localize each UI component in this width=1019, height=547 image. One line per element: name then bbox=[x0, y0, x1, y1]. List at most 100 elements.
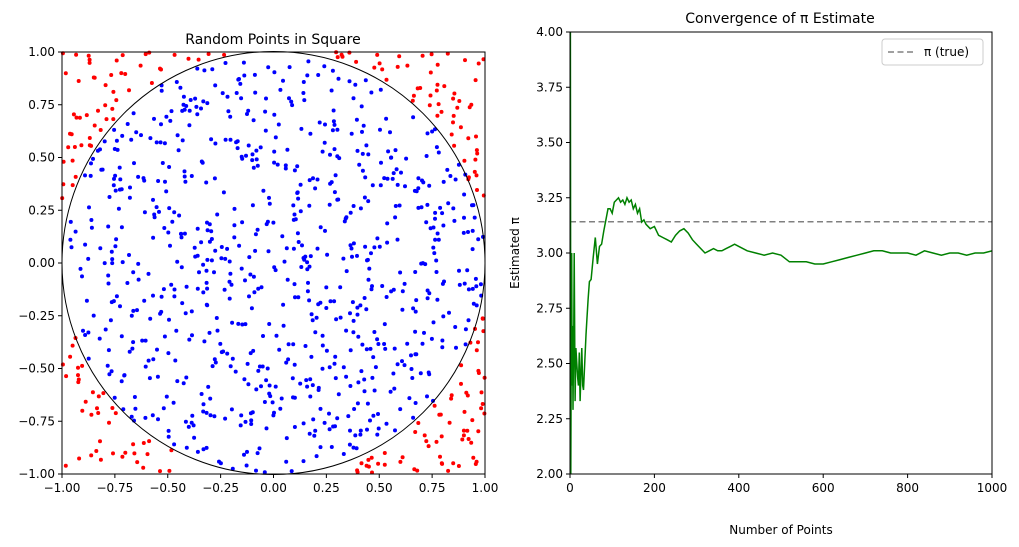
inside-point bbox=[271, 413, 276, 418]
outside-point bbox=[74, 52, 79, 57]
inside-point bbox=[158, 140, 163, 145]
inside-point bbox=[422, 330, 426, 335]
inside-point bbox=[375, 236, 380, 241]
inside-point bbox=[385, 240, 390, 245]
outside-point bbox=[76, 380, 81, 385]
inside-point bbox=[384, 421, 389, 426]
inside-point bbox=[355, 312, 360, 317]
inside-point bbox=[129, 313, 134, 318]
inside-point bbox=[320, 343, 325, 348]
inside-point bbox=[305, 73, 310, 78]
inside-point bbox=[220, 91, 225, 96]
inside-point bbox=[239, 266, 244, 271]
inside-point bbox=[190, 413, 195, 418]
inside-point bbox=[307, 178, 312, 183]
inside-point bbox=[289, 99, 294, 104]
inside-point bbox=[86, 256, 91, 261]
inside-point bbox=[355, 401, 360, 406]
outside-point bbox=[120, 454, 125, 459]
inside-point bbox=[256, 368, 261, 373]
outside-point bbox=[476, 61, 481, 66]
outside-point bbox=[405, 63, 410, 68]
y-tick-label: −0.75 bbox=[18, 414, 55, 428]
inside-point bbox=[215, 212, 220, 217]
inside-point bbox=[195, 449, 200, 454]
inside-point bbox=[172, 442, 177, 447]
inside-point bbox=[89, 161, 93, 166]
inside-point bbox=[245, 112, 249, 116]
inside-point bbox=[262, 470, 267, 475]
y-tick-label: 2.25 bbox=[536, 412, 563, 426]
inside-point bbox=[146, 358, 151, 363]
inside-point bbox=[384, 116, 389, 121]
outside-point bbox=[147, 439, 152, 444]
outside-point bbox=[463, 58, 467, 63]
inside-point bbox=[204, 302, 209, 307]
inside-point bbox=[472, 215, 477, 220]
inside-point bbox=[272, 70, 277, 75]
inside-point bbox=[184, 284, 189, 289]
inside-point bbox=[222, 287, 227, 292]
inside-point bbox=[353, 433, 358, 438]
inside-point bbox=[292, 168, 297, 173]
inside-point bbox=[453, 177, 458, 182]
inside-point bbox=[233, 369, 238, 374]
inside-point bbox=[148, 136, 153, 141]
inside-point bbox=[190, 333, 194, 338]
inside-point bbox=[424, 220, 429, 225]
x-tick-label: 600 bbox=[812, 481, 835, 495]
inside-point bbox=[392, 386, 397, 391]
inside-point bbox=[369, 251, 373, 256]
inside-point bbox=[202, 339, 207, 344]
inside-point bbox=[440, 345, 445, 350]
inside-point bbox=[466, 318, 471, 323]
inside-point bbox=[223, 416, 228, 421]
inside-point bbox=[117, 165, 122, 170]
inside-point bbox=[471, 203, 476, 208]
outside-point bbox=[149, 81, 154, 85]
inside-point bbox=[87, 205, 91, 210]
inside-point bbox=[151, 357, 156, 362]
inside-point bbox=[179, 235, 184, 240]
inside-point bbox=[351, 204, 356, 208]
outside-point bbox=[359, 461, 364, 466]
inside-point bbox=[249, 306, 254, 311]
convergence-y-label: Estimated π bbox=[508, 217, 522, 289]
outside-point bbox=[449, 132, 454, 137]
inside-point bbox=[351, 445, 356, 450]
inside-point bbox=[259, 384, 263, 389]
inside-point bbox=[81, 328, 85, 333]
outside-point bbox=[96, 108, 100, 113]
inside-point bbox=[116, 206, 121, 211]
inside-point bbox=[204, 268, 209, 273]
x-tick-label: 0.75 bbox=[419, 481, 446, 495]
inside-point bbox=[441, 223, 446, 228]
inside-point bbox=[331, 424, 336, 429]
inside-point bbox=[192, 245, 197, 250]
inside-point bbox=[416, 176, 421, 181]
inside-point bbox=[429, 336, 434, 341]
inside-point bbox=[434, 258, 439, 263]
inside-point bbox=[363, 175, 368, 180]
inside-point bbox=[179, 231, 184, 236]
inside-point bbox=[344, 328, 349, 333]
inside-point bbox=[142, 210, 147, 215]
inside-point bbox=[316, 302, 321, 307]
inside-point bbox=[178, 85, 183, 90]
inside-point bbox=[174, 328, 179, 333]
inside-point bbox=[301, 459, 306, 464]
inside-point bbox=[344, 269, 349, 274]
inside-point bbox=[313, 330, 318, 335]
inside-point bbox=[293, 295, 297, 300]
inside-point bbox=[258, 145, 263, 150]
inside-point bbox=[250, 158, 255, 163]
inside-point bbox=[139, 133, 143, 138]
inside-point bbox=[474, 284, 479, 289]
inside-point bbox=[172, 287, 177, 292]
inside-point bbox=[247, 294, 251, 299]
inside-point bbox=[332, 361, 337, 366]
outside-point bbox=[472, 169, 477, 174]
outside-point bbox=[103, 83, 108, 88]
inside-point bbox=[329, 445, 334, 449]
inside-point bbox=[309, 312, 314, 317]
